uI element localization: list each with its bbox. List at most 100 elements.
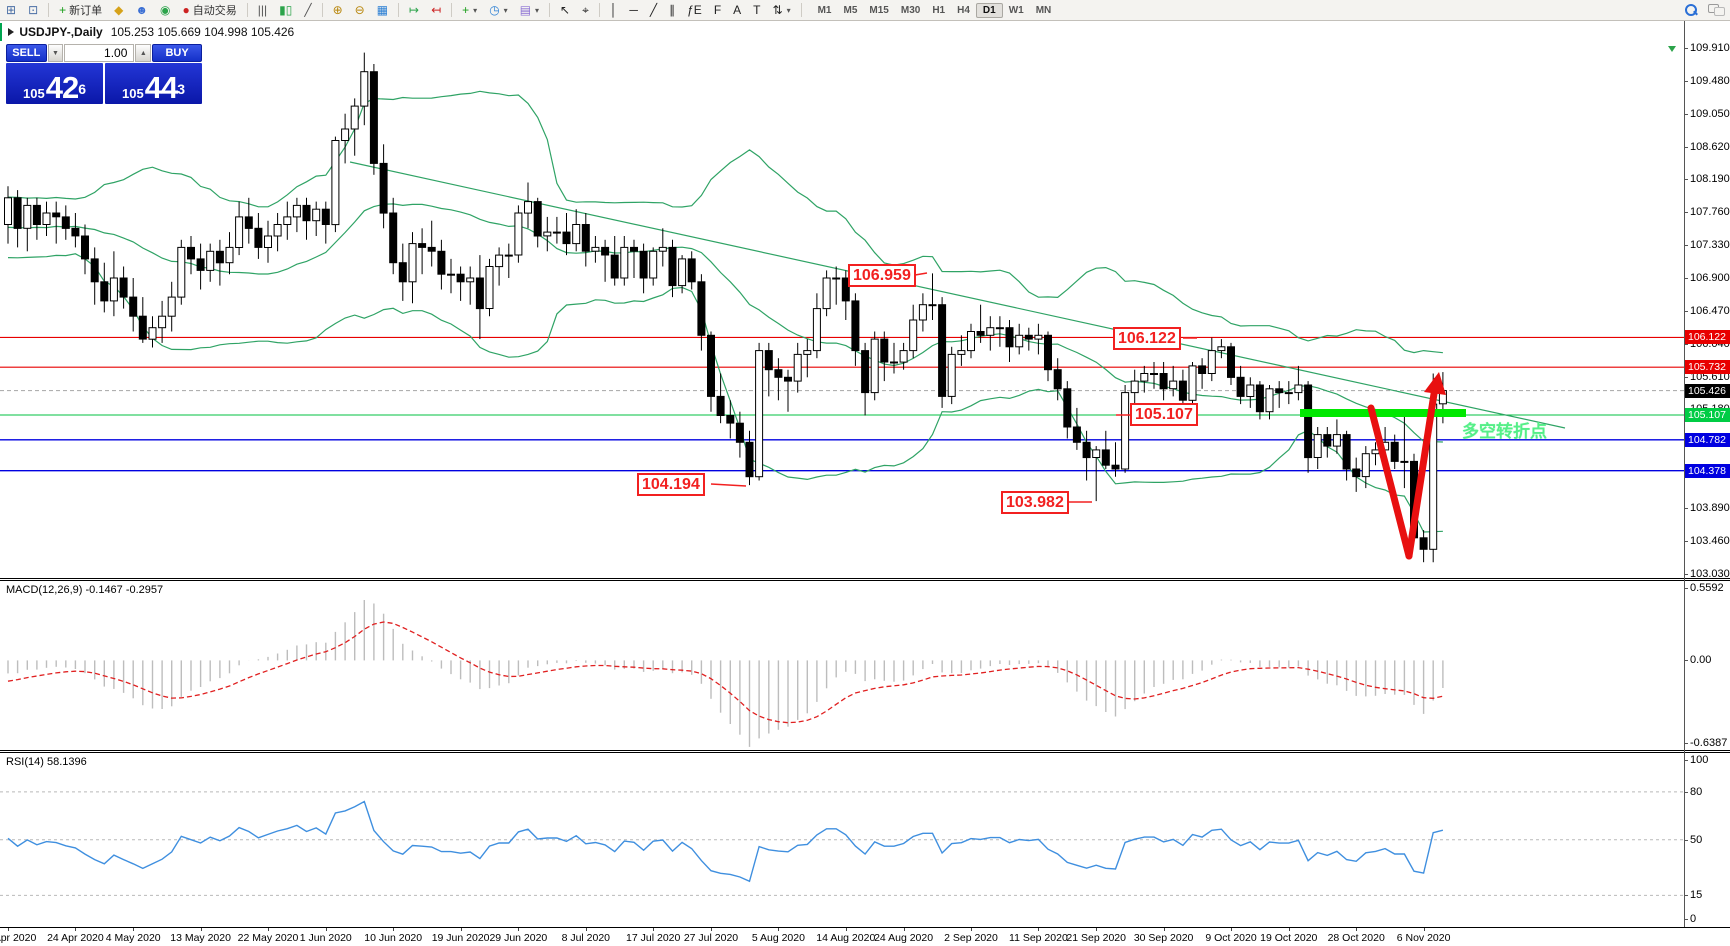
candle: [601, 246, 610, 256]
indicators-button[interactable]: + ▾: [457, 1, 482, 20]
candle: [1275, 388, 1284, 394]
templates-button[interactable]: ▤ ▾: [515, 1, 544, 20]
zoom-in-button[interactable]: ⊕: [328, 1, 348, 20]
timeframe-d1-button[interactable]: D1: [975, 2, 1003, 18]
candle: [504, 254, 513, 257]
candle: [562, 231, 571, 245]
date-label: 1 Jun 2020: [299, 932, 352, 944]
candle: [1082, 441, 1091, 459]
cleanup-icon[interactable]: ◆: [109, 1, 128, 20]
candle: [938, 304, 947, 397]
annotation-104.194[interactable]: 104.194: [637, 473, 705, 496]
candle: [524, 201, 532, 214]
bar-chart-mode-button[interactable]: |||: [253, 1, 272, 20]
pane-splitter[interactable]: [0, 578, 1730, 579]
rsi-pane[interactable]: [0, 753, 1730, 927]
candle: [639, 250, 648, 279]
annotation-106.959[interactable]: 106.959: [848, 264, 916, 287]
crosshair-button[interactable]: ⌖: [577, 1, 594, 20]
text-button[interactable]: A: [728, 1, 746, 20]
tile-windows-button[interactable]: ▦: [372, 1, 393, 20]
ask-price-display[interactable]: 105 44 3: [105, 63, 202, 104]
annotation-106.122[interactable]: 106.122: [1113, 327, 1181, 350]
volume-input[interactable]: [64, 44, 135, 62]
templates-glyph: ▤: [519, 3, 532, 17]
timeframe-m30-button[interactable]: M30: [900, 4, 921, 16]
chart-shift-button[interactable]: ↤: [426, 1, 446, 20]
volume-increase-button[interactable]: ▲: [135, 44, 152, 62]
channel-button[interactable]: ∥: [664, 1, 680, 20]
auto-scroll-button[interactable]: ↦: [404, 1, 424, 20]
candle: [1419, 537, 1428, 550]
arrows-button[interactable]: ⇅ ▾: [768, 1, 796, 20]
rsi-axis-label: 80: [1690, 785, 1703, 798]
candle: [369, 71, 378, 164]
fibonacci-button[interactable]: ƒE: [682, 1, 707, 20]
fibonacci-fan-button[interactable]: F: [709, 1, 726, 20]
candle: [658, 246, 667, 252]
candle: [495, 254, 504, 268]
timeframe-h4-button[interactable]: H4: [957, 4, 970, 16]
candle: [283, 216, 292, 225]
timeframe-m1-button[interactable]: M1: [817, 4, 832, 16]
search-icon[interactable]: [1684, 3, 1698, 17]
price-axis-label: 107.330: [1690, 239, 1730, 252]
pane-splitter[interactable]: [0, 580, 1730, 581]
candle: [1352, 468, 1361, 478]
text-label-button[interactable]: T: [748, 1, 765, 20]
trendline-button[interactable]: ╱: [645, 1, 662, 20]
toolbar-separator: [48, 3, 50, 17]
timeframe-m5-button[interactable]: M5: [843, 4, 858, 16]
vertical-line-button[interactable]: │: [605, 1, 623, 20]
zoom-out-button[interactable]: ⊖: [350, 1, 370, 20]
timeframe-h1-button[interactable]: H1: [932, 4, 946, 16]
pane-splitter[interactable]: [0, 752, 1730, 753]
candle: [1015, 334, 1024, 348]
chevron-down-icon: ▾: [786, 5, 791, 15]
candle: [812, 308, 821, 352]
annotation-103.982[interactable]: 103.982: [1001, 491, 1069, 514]
toolbar-separator: [598, 3, 600, 17]
cursor-button[interactable]: ↖: [555, 1, 575, 20]
date-label: 13 May 2020: [170, 932, 231, 944]
bull-bear-turning-point-label[interactable]: 多空转折点: [1462, 422, 1547, 441]
volume-decrease-button[interactable]: ▼: [47, 44, 64, 62]
profile-icon[interactable]: ☻: [130, 1, 153, 20]
buy-button[interactable]: BUY: [152, 44, 203, 62]
candle: [572, 224, 581, 245]
candle: [360, 71, 369, 107]
annotation-105.107[interactable]: 105.107: [1130, 403, 1198, 426]
candlestick-mode-button[interactable]: ▮▯: [274, 1, 297, 20]
signal-icon[interactable]: ◉: [155, 1, 175, 20]
chart-window-icon[interactable]: ⊞: [1, 1, 21, 20]
timeframe-mn-button[interactable]: MN: [1035, 4, 1052, 16]
price-axis-label: 108.190: [1690, 173, 1730, 186]
pane-splitter[interactable]: [0, 750, 1730, 751]
macd-pane[interactable]: [0, 581, 1730, 750]
periods-glyph: ◷: [489, 3, 500, 17]
timeframe-m15-button[interactable]: M15: [869, 4, 889, 16]
line-chart-mode-button[interactable]: ╱: [299, 1, 316, 20]
candle: [543, 231, 552, 237]
toolbar-separator: [246, 3, 248, 17]
candle: [1092, 449, 1101, 458]
bid-price-display[interactable]: 105 42 6: [6, 63, 103, 104]
candle: [148, 327, 157, 340]
candle: [1332, 434, 1341, 447]
autotrade-button[interactable]: ● 自动交易: [178, 1, 242, 20]
timeframe-w1-button[interactable]: W1: [1008, 4, 1024, 16]
periods-button[interactable]: ◷ ▾: [484, 1, 513, 20]
price-marker-104.782: 104.782: [1685, 432, 1730, 447]
horizontal-line-button[interactable]: ─: [624, 1, 643, 20]
sell-button[interactable]: SELL: [6, 44, 47, 62]
chart-tab-marker: [0, 23, 2, 41]
market-watch-zoom-icon[interactable]: ⊡: [23, 1, 43, 20]
chat-icon[interactable]: [1708, 4, 1725, 16]
price-marker-105.107: 105.107: [1685, 407, 1730, 422]
candle: [533, 201, 542, 237]
candle: [475, 277, 484, 310]
new-order-button[interactable]: + 新订单: [54, 1, 107, 20]
price-chart-canvas[interactable]: [0, 21, 1730, 578]
